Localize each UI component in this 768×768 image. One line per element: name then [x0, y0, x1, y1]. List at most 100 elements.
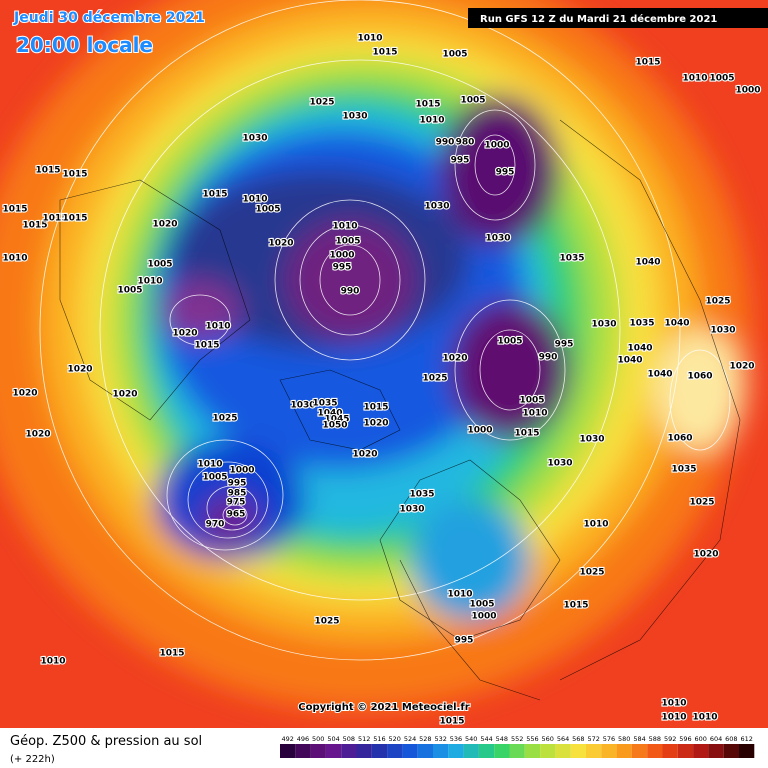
scale-swatch: [693, 744, 709, 758]
isobar-label: 1000: [735, 86, 760, 96]
isobar-label: 1005: [469, 600, 494, 610]
isobar-label: 1010: [205, 322, 230, 332]
isobar-label: 1010: [583, 520, 608, 530]
isobar-label: 1030: [290, 401, 315, 411]
isobar-label: 1010: [357, 34, 382, 44]
isobar-label: 1020: [693, 550, 718, 560]
isobar-label: 1040: [627, 344, 652, 354]
forecast-hour: (+ 222h): [10, 754, 55, 765]
isobar-label: 1000: [229, 466, 254, 476]
scale-swatch: [540, 744, 556, 758]
scale-swatch: [310, 744, 326, 758]
scale-label: 532: [434, 735, 446, 743]
isobar-label: 1020: [172, 329, 197, 339]
isobar-label: 1005: [335, 237, 360, 247]
scale-label: 496: [297, 735, 309, 743]
isobar-label: 1020: [268, 239, 293, 249]
isobar-label: 1040: [647, 370, 672, 380]
isobar-label: 1000: [329, 251, 354, 261]
footer-title: Géop. Z500 & pression au sol: [10, 734, 202, 749]
copyright: Copyright © 2021 Meteociel.fr: [298, 702, 469, 713]
scale-label: 544: [480, 735, 492, 743]
isobar-label: 995: [451, 156, 470, 166]
scale-swatch: [586, 744, 602, 758]
isobar-label: 1025: [309, 98, 334, 108]
scale-swatch: [433, 744, 449, 758]
isobar-label: 1015: [372, 48, 397, 58]
isobar-label: 1015: [22, 221, 47, 231]
scale-label: 500: [312, 735, 324, 743]
isobar-label: 995: [333, 263, 352, 273]
isobar-label: 1040: [617, 356, 642, 366]
isobar-label: 1060: [667, 434, 692, 444]
scale-swatch: [723, 744, 739, 758]
isobar-label: 985: [228, 489, 247, 499]
scale-label: 608: [725, 735, 737, 743]
scale-swatch: [478, 744, 495, 758]
isobar-label: 975: [227, 498, 246, 508]
isobar-label: 1015: [439, 717, 464, 727]
date: Jeudi 30 décembre 2021: [13, 10, 205, 26]
isobar-label: 1030: [485, 234, 510, 244]
isobar-label: 1020: [67, 365, 92, 375]
local-time: 20:00 locale: [16, 33, 153, 57]
isobar-label: 1020: [12, 389, 37, 399]
isobar-label: 1015: [563, 601, 588, 611]
scale-label: 556: [526, 735, 538, 743]
scale-label: 596: [679, 735, 691, 743]
isobar-label: 1025: [422, 374, 447, 384]
isobar-label: 1000: [471, 612, 496, 622]
isobar-label: 1025: [705, 297, 730, 307]
isobar-label: 1010: [137, 277, 162, 287]
run-box: [468, 8, 768, 28]
isobar-label: 1010: [661, 699, 686, 709]
scale-swatch: [509, 744, 525, 758]
isobar-label: 1035: [671, 465, 696, 475]
scale-swatch: [280, 744, 296, 758]
isobar-label: 1025: [314, 617, 339, 627]
scale-swatch: [601, 744, 617, 758]
isobar-label: 1005: [255, 205, 280, 215]
scale-label: 552: [511, 735, 523, 743]
isobar-label: 1010: [522, 409, 547, 419]
isobar-label: 1015: [202, 190, 227, 200]
isobar-label: 1010: [242, 195, 267, 205]
isobar-label: 1010: [40, 657, 65, 667]
isobar-label: 1010: [682, 74, 707, 84]
scale-label: 536: [450, 735, 462, 743]
isobar-label: 1035: [559, 254, 584, 264]
isobar-label: 990: [539, 353, 558, 363]
isobar-label: 1000: [484, 141, 509, 151]
isobar-label: 965: [227, 510, 246, 520]
scale-swatch: [402, 744, 418, 758]
isobar-label: 1005: [460, 96, 485, 106]
isobar-label: 1020: [442, 354, 467, 364]
scale-label: 592: [664, 735, 676, 743]
scale-label: 568: [572, 735, 584, 743]
scale-swatch: [739, 744, 755, 758]
scale-label: 524: [404, 735, 416, 743]
isobar-label: 1010: [692, 713, 717, 723]
isobar-label: 990: [436, 138, 455, 148]
scale-swatch: [616, 744, 632, 758]
isobar-label: 1015: [635, 58, 660, 68]
scale-swatch: [463, 744, 479, 758]
scale-swatch: [524, 744, 541, 758]
isobar-label: 1020: [352, 450, 377, 460]
scale-swatch: [647, 744, 663, 758]
isobar-label: 1030: [710, 326, 735, 336]
isobar-label: 1020: [363, 419, 388, 429]
scale-swatch: [631, 744, 648, 758]
scale-label: 576: [603, 735, 615, 743]
scale-swatch: [341, 744, 357, 758]
isobar-label: 1005: [202, 473, 227, 483]
isobar-label: 995: [496, 168, 515, 178]
isobar-label: 1015: [415, 100, 440, 110]
scale-label: 580: [618, 735, 630, 743]
isobar-label: 1040: [317, 409, 342, 419]
isobar-label: 1015: [35, 166, 60, 176]
isobar-label: 1035: [312, 399, 337, 409]
isobar-label: 1015: [194, 341, 219, 351]
